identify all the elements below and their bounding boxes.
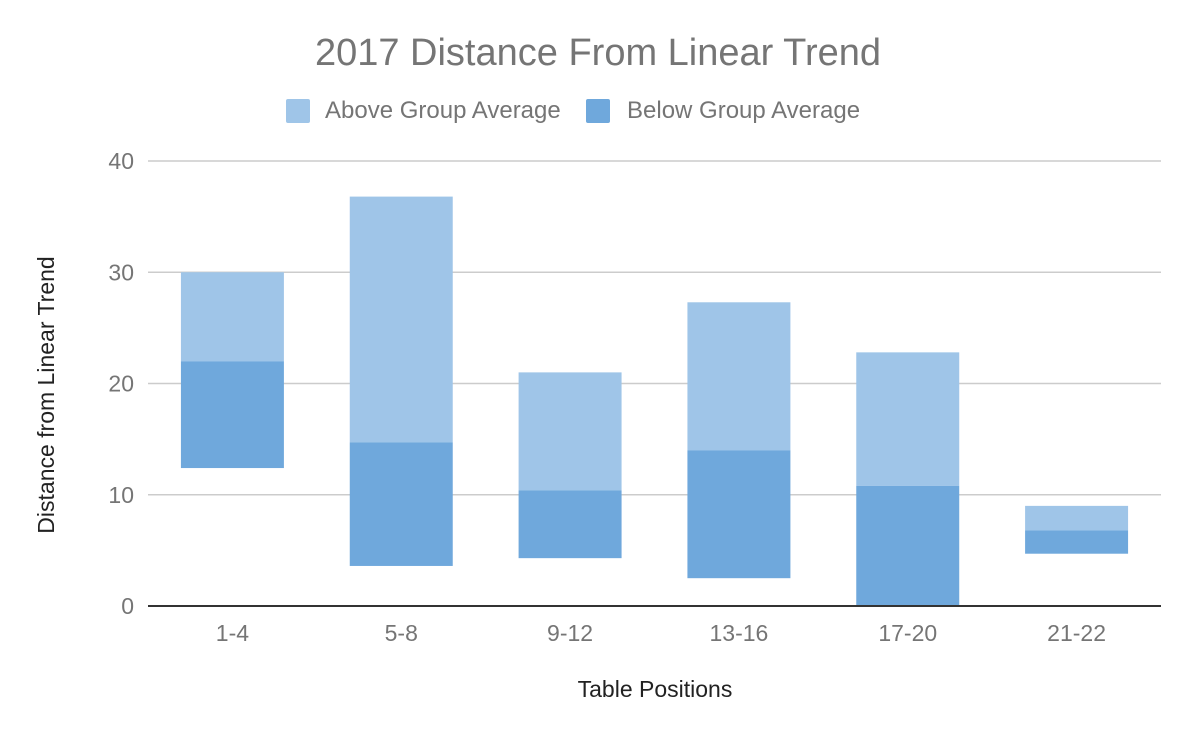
legend: Above Group Average Below Group Average [286, 97, 860, 124]
legend-label-above: Above Group Average [325, 97, 561, 124]
legend-swatch-below [586, 99, 610, 123]
bar-below-group-average-1-4 [180, 361, 284, 469]
x-axis-ticks: 1-4 5-8 9-12 13-16 17-20 21-22 [216, 620, 1106, 646]
bar-above-group-average-5-8 [349, 196, 453, 443]
bar-below-group-average-5-8 [349, 442, 453, 566]
gridlines [148, 160, 1161, 496]
bar-above-group-average-21-22 [1025, 505, 1129, 531]
bar-below-group-average-9-12 [518, 490, 622, 559]
x-tick-label: 21-22 [1047, 620, 1106, 646]
bar-above-group-average-1-4 [180, 272, 284, 362]
bar-below-group-average-17-20 [856, 485, 960, 606]
y-tick-label: 40 [108, 148, 134, 174]
bar-below-group-average-13-16 [687, 450, 791, 579]
y-tick-label: 0 [121, 593, 134, 619]
y-tick-label: 30 [108, 259, 134, 285]
legend-label-below: Below Group Average [627, 97, 860, 124]
bar-above-group-average-17-20 [856, 352, 960, 486]
x-axis-label: Table Positions [578, 676, 733, 702]
y-axis-label: Distance from Linear Trend [33, 256, 59, 533]
y-tick-label: 20 [108, 371, 134, 397]
chart-title: 2017 Distance From Linear Trend [315, 32, 881, 74]
bar-above-group-average-9-12 [518, 372, 622, 491]
y-tick-label: 10 [108, 482, 134, 508]
bar-above-group-average-13-16 [687, 302, 791, 451]
legend-swatch-above [286, 99, 310, 123]
x-tick-label: 13-16 [710, 620, 769, 646]
x-tick-label: 9-12 [547, 620, 593, 646]
x-tick-label: 5-8 [385, 620, 418, 646]
bar-below-group-average-21-22 [1025, 530, 1129, 554]
x-tick-label: 1-4 [216, 620, 249, 646]
x-tick-label: 17-20 [878, 620, 937, 646]
y-axis-ticks: 0 10 20 30 40 [108, 148, 134, 619]
bars [180, 196, 1129, 606]
